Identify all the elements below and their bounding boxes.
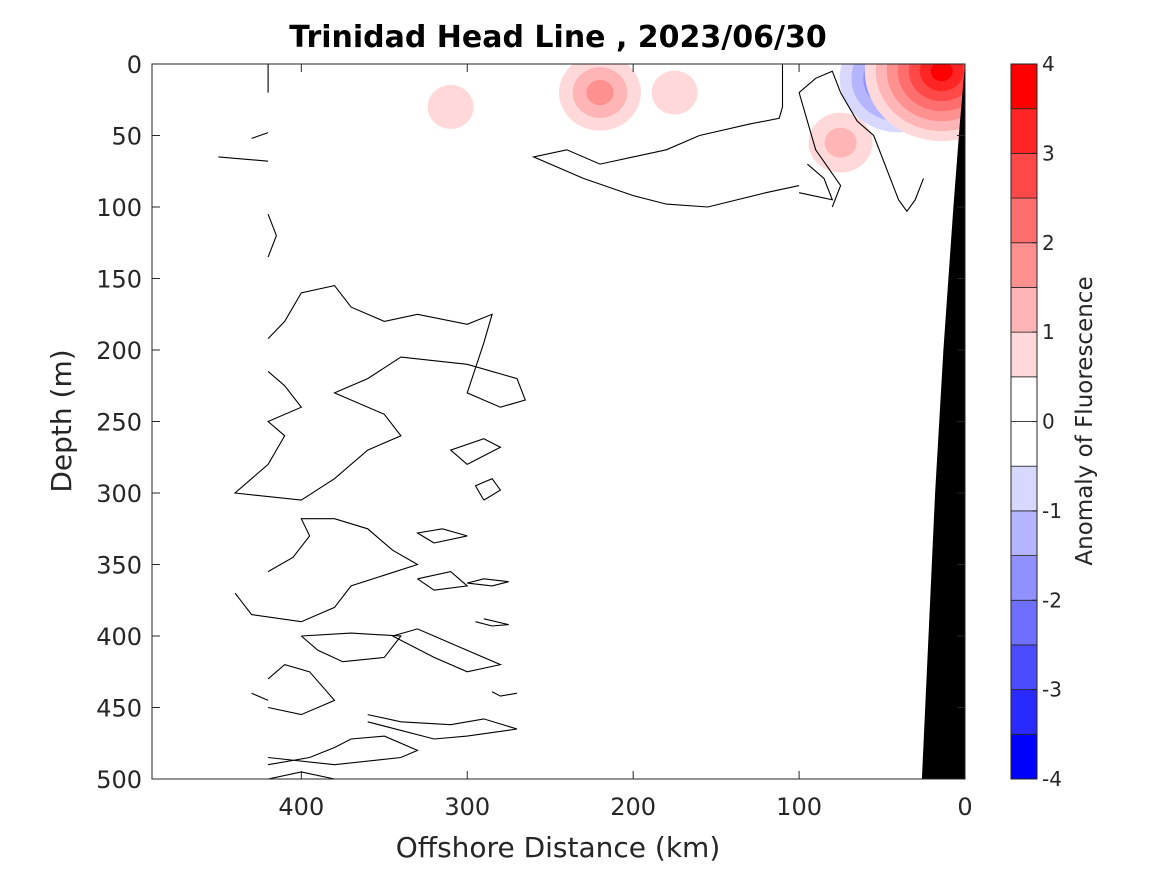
- y-tick-label: 450: [96, 695, 142, 723]
- zero-contour: [218, 156, 269, 162]
- zero-contour: [233, 284, 527, 501]
- zero-contour: [491, 691, 518, 697]
- colorbar-band: [1010, 733, 1038, 780]
- y-tick-label: 300: [96, 480, 142, 508]
- colorbar-band: [1010, 108, 1038, 154]
- zero-contour: [798, 163, 834, 201]
- zero-contour: [267, 214, 277, 258]
- colorbar-tick-label: -3: [1042, 678, 1062, 702]
- anomaly-feature-3: [808, 112, 873, 173]
- zero-contour: [798, 70, 925, 213]
- zero-contour: [467, 578, 509, 587]
- x-tick-label: 0: [957, 793, 972, 821]
- plot-area: [152, 64, 965, 779]
- zero-contour: [415, 528, 468, 544]
- colorbar-band: [1010, 510, 1038, 556]
- y-tick-label: 200: [96, 337, 142, 365]
- zero-contour: [474, 478, 502, 501]
- colorbar-band: [1010, 287, 1038, 333]
- x-axis-ticks: 400 300 200 100 0: [278, 64, 973, 821]
- anomaly-band: [824, 127, 857, 158]
- anomaly-feature-2: [651, 70, 698, 115]
- anomaly-band: [651, 70, 698, 115]
- colorbar-tick-label: 1: [1042, 320, 1055, 344]
- colorbar-tick-label: 2: [1042, 231, 1055, 255]
- colorbar-tick-label: 0: [1042, 410, 1055, 434]
- zero-contour: [531, 64, 800, 208]
- anomaly-feature-5: [864, 64, 965, 142]
- anomaly-feature-0: [558, 64, 641, 131]
- y-tick-label: 50: [111, 123, 142, 151]
- x-tick-label: 200: [610, 793, 656, 821]
- y-tick-label: 500: [96, 766, 142, 794]
- seafloor: [921, 64, 965, 779]
- colorbar-band: [1010, 689, 1038, 735]
- chart-title: Trinidad Head Line , 2023/06/30: [289, 20, 826, 55]
- anomaly-band: [586, 79, 614, 106]
- zero-contour: [300, 632, 402, 663]
- anomaly-feature-1: [427, 84, 474, 129]
- colorbar-band: [1010, 376, 1038, 422]
- colorbar-band: [1010, 644, 1038, 691]
- zero-contour: [475, 618, 509, 627]
- colorbar-band: [1010, 421, 1038, 467]
- y-tick-label: 150: [96, 266, 142, 294]
- zero-contour: [449, 438, 502, 465]
- colorbar-tick-label: -2: [1042, 588, 1062, 612]
- y-axis-ticks: 0 50 100 150 200 250 300 350 400 450 500: [96, 51, 965, 794]
- zero-contour: [267, 663, 336, 716]
- anomaly-layer: [427, 64, 965, 173]
- x-tick-label: 100: [776, 793, 822, 821]
- colorbar-tick-label: -1: [1042, 499, 1062, 523]
- colorbar-band: [1010, 331, 1038, 378]
- y-tick-label: 400: [96, 623, 142, 651]
- colorbar-tick-label: 3: [1042, 141, 1055, 165]
- zero-contour: [417, 571, 469, 591]
- colorbar-band: [1010, 63, 1038, 110]
- y-tick-label: 0: [127, 51, 142, 79]
- x-axis-label: Offshore Distance (km): [396, 831, 721, 864]
- zero-contour: [234, 518, 419, 623]
- y-tick-label: 350: [96, 552, 142, 580]
- zero-contour: [367, 714, 518, 740]
- zero-contour: [392, 628, 503, 673]
- colorbar-band: [1010, 599, 1038, 646]
- colorbar-band: [1010, 555, 1038, 601]
- colorbar-tick-label: 4: [1042, 52, 1055, 76]
- colorbar-band: [1010, 465, 1038, 512]
- colorbar: 4 3 2 1 0 -1 -2 -3 -4: [1010, 52, 1062, 791]
- colorbar-band: [1010, 197, 1038, 244]
- colorbar-label: Anomaly of Fluorescence: [1072, 276, 1098, 565]
- colorbar-tick-label: -4: [1042, 767, 1062, 791]
- zero-contour: [251, 132, 269, 139]
- colorbar-band: [1010, 152, 1038, 199]
- zero-contour: [268, 735, 419, 766]
- bathymetry-layer: [921, 64, 965, 779]
- y-tick-label: 250: [96, 409, 142, 437]
- anomaly-band: [427, 84, 474, 129]
- y-axis-label: Depth (m): [45, 349, 78, 492]
- anomaly-band: [930, 64, 953, 82]
- zero-contour: [251, 692, 269, 701]
- x-tick-label: 400: [278, 793, 324, 821]
- colorbar-band: [1010, 242, 1038, 288]
- x-tick-label: 300: [444, 793, 490, 821]
- y-tick-label: 100: [96, 194, 142, 222]
- zero-contour-layer: [218, 64, 925, 779]
